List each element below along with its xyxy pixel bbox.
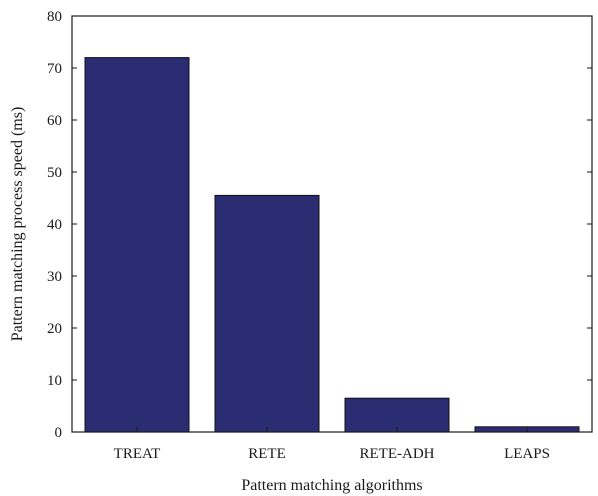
x-tick-label-rete-adh: RETE-ADH — [360, 446, 435, 462]
y-tick-label: 40 — [47, 217, 62, 233]
y-axis-ticks: 0 10 20 30 40 50 60 70 80 — [47, 9, 592, 441]
y-axis-title: Pattern matching process speed (ms) — [9, 107, 26, 342]
y-tick-label: 30 — [47, 269, 62, 285]
x-tick-label-leaps: LEAPS — [504, 446, 550, 462]
y-tick-label: 20 — [47, 321, 62, 337]
y-tick-label: 80 — [47, 9, 62, 25]
y-tick-label: 60 — [47, 113, 62, 129]
y-tick-label: 70 — [47, 61, 62, 77]
y-tick-label: 50 — [47, 165, 62, 181]
y-tick-label: 10 — [47, 373, 62, 389]
x-tick-label-rete: RETE — [248, 446, 286, 462]
bar-treat — [84, 57, 190, 433]
y-tick-label: 0 — [55, 425, 63, 441]
x-tick-label-treat: TREAT — [114, 446, 161, 462]
bar-rete — [214, 194, 320, 433]
x-axis-title: Pattern matching algorithms — [241, 477, 422, 494]
x-axis-ticks: TREAT RETE RETE-ADH LEAPS — [114, 427, 550, 462]
bar-rete-adh — [344, 397, 450, 433]
bars-group — [84, 57, 580, 433]
